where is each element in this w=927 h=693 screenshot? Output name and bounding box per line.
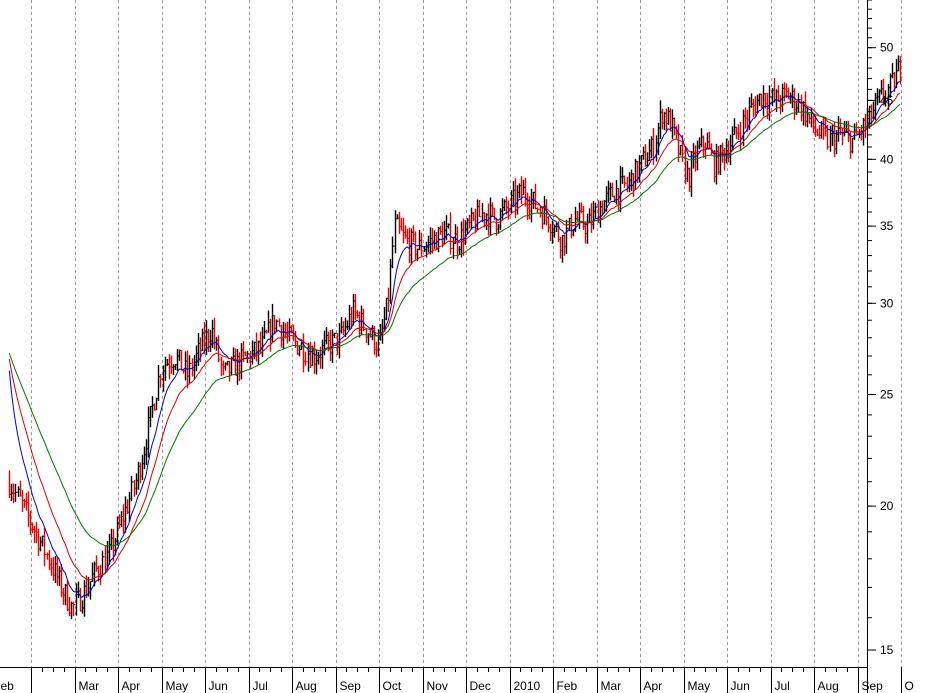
x-tick-label: Oct <box>383 679 402 693</box>
price-bar-layer <box>8 55 903 620</box>
y-tick-label: 50 <box>880 41 894 55</box>
y-tick-label: 20 <box>880 499 894 513</box>
x-tick-label: Mar <box>79 679 100 693</box>
moving-average-line <box>8 80 901 599</box>
x-tick-label: 2010 <box>514 679 541 693</box>
x-tick-label: Dec <box>470 679 491 693</box>
x-tick-label: O <box>905 679 914 693</box>
y-tick-label: 45 <box>880 93 894 107</box>
y-tick-label: 25 <box>880 388 894 402</box>
x-tick-label: Sep <box>340 679 362 693</box>
x-tick-label: Nov <box>427 679 448 693</box>
x-tick-label: Jul <box>253 679 268 693</box>
moving-average-layer <box>8 80 901 599</box>
x-tick-label: Aug <box>818 679 839 693</box>
x-tick-label: Mar <box>601 679 622 693</box>
x-tick-label: May <box>166 679 189 693</box>
moving-average-line <box>8 92 901 581</box>
x-tick-label: Feb <box>557 679 578 693</box>
x-tick-label: Jun <box>209 679 228 693</box>
x-tick-label: May <box>688 679 711 693</box>
x-tick-label: Jul <box>775 679 790 693</box>
x-tick-label: Aug <box>296 679 317 693</box>
y-tick-label: 15 <box>880 643 894 657</box>
x-tick-label: Sep <box>862 679 884 693</box>
x-tick-label: Apr <box>122 679 141 693</box>
moving-average-line <box>8 103 901 547</box>
y-tick-label: 40 <box>880 152 894 166</box>
y-tick-label: 30 <box>880 296 894 310</box>
x-tick-label: eb <box>1 679 15 693</box>
y-tick-label: 35 <box>880 219 894 233</box>
x-tick-label: Apr <box>644 679 663 693</box>
x-tick-label: Jun <box>731 679 750 693</box>
